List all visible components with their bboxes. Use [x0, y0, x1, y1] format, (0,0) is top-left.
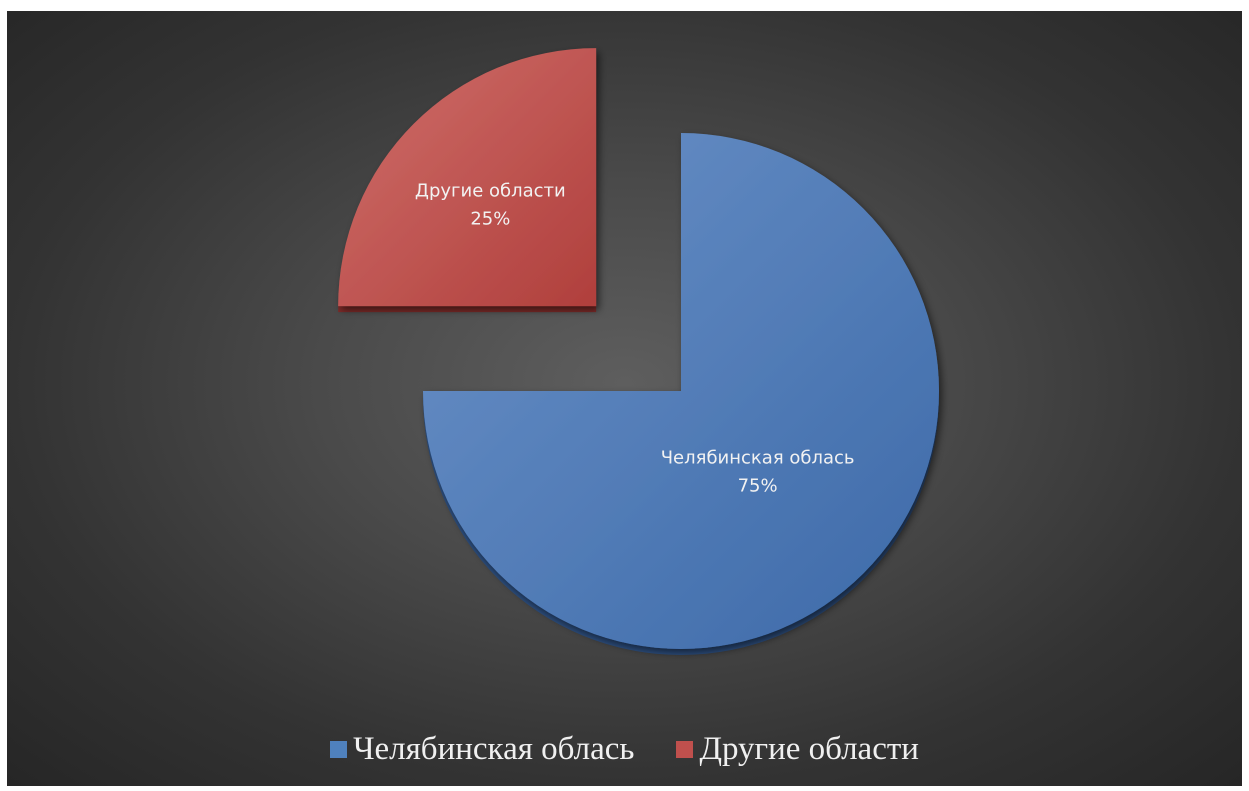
chart-area: Челябинская облась 75% Другие области 25% Ч… [7, 11, 1242, 786]
data-labels-group: Челябинская облась 75% Другие области 25% [415, 180, 855, 496]
data-label-other: Другие области 25% [415, 180, 566, 229]
data-label-other-category: Другие области [415, 180, 566, 201]
legend-item-other[interactable]: Другие области [676, 731, 919, 767]
slices-group [338, 48, 939, 655]
legend-item-chelyabinsk[interactable]: Челябинская облась [330, 733, 634, 766]
legend-swatch-blue [330, 741, 348, 758]
data-label-other-percent: 25% [470, 208, 510, 229]
data-label-chelyabinsk-category: Челябинская облась [661, 448, 855, 469]
legend-swatch-red [676, 741, 694, 758]
legend-label-other: Другие области [699, 731, 919, 767]
data-label-chelyabinsk: Челябинская облась 75% [661, 448, 855, 497]
legend-label-chelyabinsk: Челябинская облась [353, 731, 635, 767]
slice-other[interactable] [338, 48, 597, 307]
legend: Челябинская облась Другие области [7, 733, 1242, 766]
pie-chart: Челябинская облась 75% Другие области 25% [338, 48, 939, 655]
data-label-chelyabinsk-percent: 75% [738, 476, 778, 497]
slice-chelyabinsk[interactable] [423, 133, 939, 649]
